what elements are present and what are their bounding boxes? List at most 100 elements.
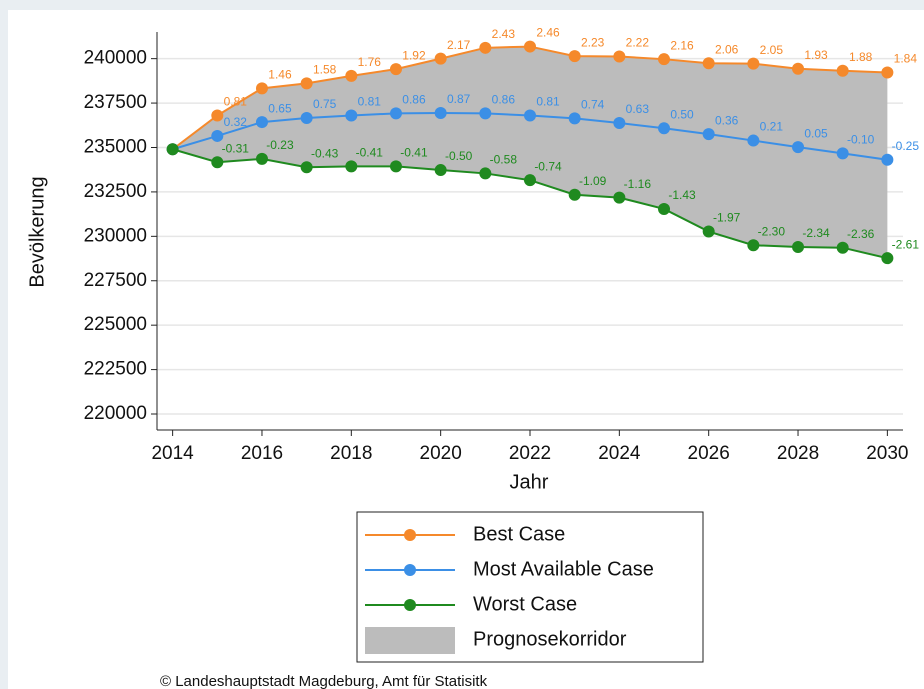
data-point [836, 64, 849, 77]
x-axis-title: Jahr [510, 471, 549, 493]
legend-label: Most Available Case [473, 558, 654, 580]
data-label: -1.43 [668, 188, 696, 202]
data-label: 0.75 [313, 97, 337, 111]
data-label: 2.17 [447, 38, 471, 52]
x-tick-label: 2026 [688, 443, 730, 464]
data-label: 1.93 [804, 48, 828, 62]
data-point [434, 52, 447, 65]
data-label: 2.16 [670, 38, 694, 52]
data-point [658, 122, 671, 135]
data-label: -0.74 [534, 159, 562, 173]
y-tick-label: 230000 [84, 225, 147, 246]
data-point [389, 160, 402, 173]
legend-swatch [365, 627, 455, 654]
data-point [613, 191, 626, 204]
data-point [836, 241, 849, 254]
forecast-band [172, 46, 888, 259]
data-label: 0.81 [536, 95, 560, 109]
y-axis-title: Bevölkerung [26, 176, 48, 287]
data-point [255, 116, 268, 129]
data-point [836, 147, 849, 160]
data-point [792, 141, 805, 154]
data-label: 1.88 [849, 50, 873, 64]
data-label: -0.41 [356, 145, 384, 159]
data-point [524, 40, 536, 53]
data-point [211, 129, 224, 142]
legend-label: Worst Case [473, 593, 577, 615]
data-label: -1.09 [579, 174, 607, 188]
data-point [524, 109, 536, 122]
data-label: 0.81 [358, 95, 382, 109]
x-tick-label: 2018 [330, 443, 372, 464]
data-label: 1.92 [402, 48, 426, 62]
data-label: 1.76 [358, 55, 382, 69]
data-label: 1.84 [894, 52, 918, 66]
data-label: -0.10 [847, 133, 875, 147]
legend-label: Best Case [473, 523, 565, 545]
data-point [881, 153, 894, 166]
data-label: 0.74 [581, 98, 605, 112]
data-point [479, 167, 492, 180]
data-point [747, 134, 760, 147]
x-tick-label: 2020 [420, 443, 462, 464]
data-point [389, 63, 402, 76]
legend-marker [404, 599, 416, 611]
data-label: -2.34 [802, 226, 830, 240]
data-point [300, 77, 313, 90]
legend-marker [404, 529, 416, 541]
x-tick-label: 2024 [598, 443, 641, 464]
data-point [300, 161, 313, 174]
y-tick-label: 235000 [84, 137, 147, 158]
data-point [211, 156, 224, 169]
data-label: 2.46 [536, 26, 560, 40]
data-point [434, 164, 447, 177]
data-label: -0.50 [445, 149, 473, 163]
data-label: -0.43 [311, 146, 339, 160]
data-point [792, 240, 805, 253]
x-tick-label: 2014 [151, 443, 194, 464]
data-point [524, 174, 536, 187]
y-tick-label: 220000 [84, 403, 147, 424]
data-label: -0.25 [892, 139, 920, 153]
data-point [613, 50, 626, 63]
data-label: -0.58 [490, 153, 518, 167]
x-tick-label: 2016 [241, 443, 283, 464]
y-tick-label: 227500 [84, 270, 147, 291]
data-label: -2.36 [847, 227, 875, 241]
data-point [658, 53, 671, 66]
data-point [747, 57, 760, 70]
y-tick-label: 232500 [84, 181, 147, 202]
data-label: 2.05 [760, 43, 784, 57]
data-point [568, 188, 581, 201]
data-label: 0.36 [715, 113, 739, 127]
x-tick-label: 2030 [866, 443, 908, 464]
data-label: 0.86 [492, 93, 516, 107]
data-label: -2.61 [892, 237, 920, 251]
data-point [747, 239, 760, 252]
data-label: 1.46 [268, 67, 292, 81]
legend-label: Prognosekorridor [473, 628, 627, 650]
data-point [881, 66, 894, 79]
data-point [702, 225, 715, 238]
data-point [568, 112, 581, 125]
data-point [658, 202, 671, 215]
data-point [613, 116, 626, 129]
data-label: 0.32 [224, 115, 248, 129]
data-label: -0.41 [400, 145, 428, 159]
data-label: 2.43 [492, 27, 516, 41]
data-point [434, 107, 447, 120]
data-point [300, 111, 313, 124]
data-point [166, 143, 179, 156]
data-point [702, 57, 715, 70]
data-label: 0.63 [626, 102, 650, 116]
data-label: 0.50 [670, 107, 694, 121]
data-point [702, 128, 715, 141]
data-point [881, 252, 894, 265]
x-tick-label: 2022 [509, 443, 551, 464]
data-point [792, 62, 805, 75]
data-point [479, 41, 492, 54]
x-tick-label: 2028 [777, 443, 819, 464]
data-point [568, 50, 581, 63]
